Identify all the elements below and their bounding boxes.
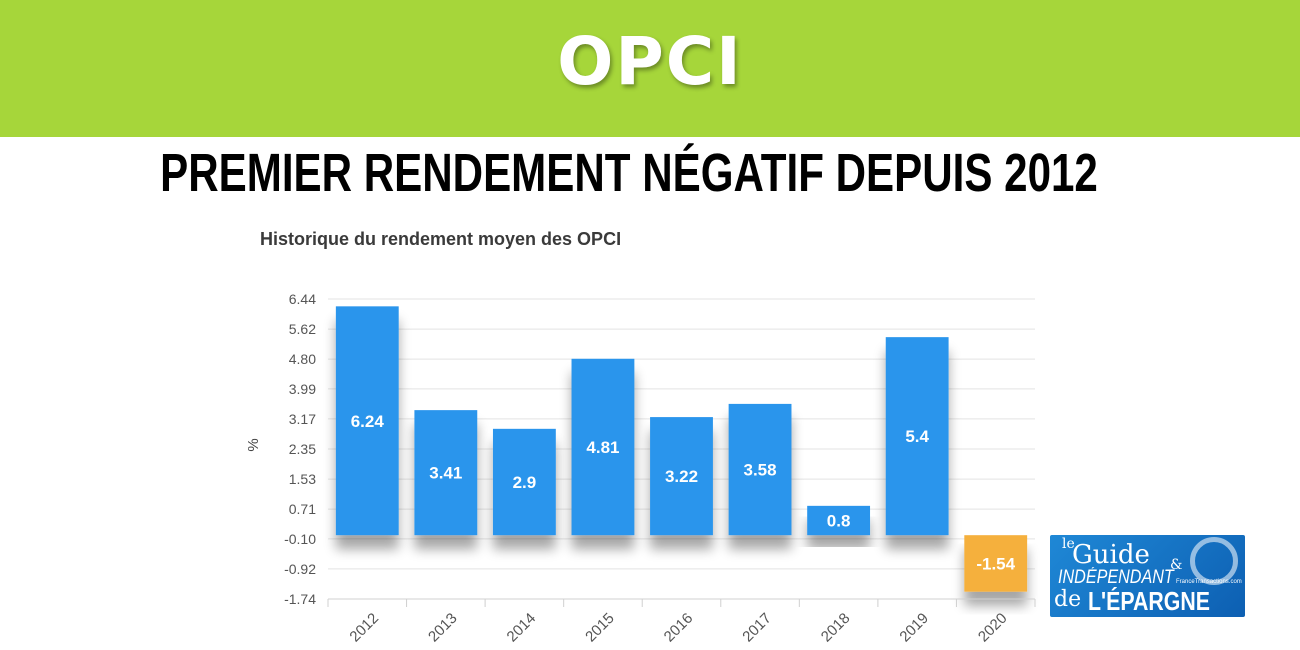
y-tick-label: 3.17 [289, 411, 316, 427]
x-tick-label-2016: 2016 [661, 610, 697, 646]
chart-title: Historique du rendement moyen des OPCI [260, 229, 621, 249]
y-tick-label: -0.10 [284, 531, 316, 547]
y-axis-label: % [245, 438, 262, 451]
x-tick-label-2015: 2015 [582, 610, 618, 646]
bar-2018 [807, 505, 871, 536]
y-tick-label: 0.71 [289, 501, 316, 517]
bar-2012 [335, 306, 399, 536]
x-tick-label-2019: 2019 [896, 610, 932, 646]
logo-text-de: de [1054, 587, 1082, 612]
logo-text-site: FranceTransactions.com [1176, 579, 1242, 585]
data-label-2016: 3.22 [665, 467, 698, 486]
bar-2016 [650, 417, 713, 536]
x-tick-label-2020: 2020 [975, 610, 1011, 646]
logo-ring-icon [1190, 537, 1238, 585]
data-label-2012: 6.24 [351, 412, 385, 431]
y-tick-label: 6.44 [289, 291, 316, 307]
bars [335, 306, 1028, 592]
data-label-2018: 0.8 [827, 512, 851, 531]
bar-2015 [571, 358, 635, 536]
x-tick-label-2018: 2018 [818, 610, 854, 646]
bar-2020 [964, 535, 1028, 592]
logo-text-guide: Guide [1072, 540, 1150, 570]
data-label-2014: 2.9 [513, 473, 537, 492]
x-tick-label-2014: 2014 [504, 610, 540, 646]
logo-text-amp: & [1170, 557, 1183, 573]
logo-text-le: le [1062, 536, 1075, 552]
y-tick-label: 2.35 [289, 441, 316, 457]
x-tick-label-2013: 2013 [425, 610, 461, 646]
y-tick-label: 1.53 [289, 471, 316, 487]
y-tick-label: 4.80 [289, 351, 316, 367]
y-tick-label: 3.99 [289, 381, 316, 397]
data-label-2017: 3.58 [744, 461, 777, 480]
y-tick-label: -0.92 [284, 561, 316, 577]
data-label-2015: 4.81 [586, 438, 619, 457]
data-label-2019: 5.4 [905, 427, 929, 446]
banner-title: OPCI [557, 23, 743, 100]
header-banner: OPCI [0, 0, 1300, 137]
y-tick-labels: 6.44 5.62 4.80 3.99 3.17 2.35 1.53 0.71 -0.10 -0.… [284, 291, 316, 607]
bar-2014 [492, 428, 556, 536]
logo-text-independant: INDÉPENDANT [1058, 567, 1174, 588]
logo-text-epargne: L'ÉPARGNE [1088, 586, 1210, 616]
headline: PREMIER RENDEMENT NÉGATIF DEPUIS 2012 [160, 143, 1098, 203]
y-tick-label: 5.62 [289, 321, 316, 337]
bar-2017 [728, 403, 792, 536]
y-tick-label: -1.74 [284, 591, 316, 607]
guide-epargne-logo: le Guide & INDÉPENDANT FranceTransaction… [1050, 535, 1245, 617]
data-labels: 6.24 3.41 2.9 4.81 3.22 3.58 0.8 5.4 -1.54 [351, 412, 1016, 574]
x-tick-label-2012: 2012 [346, 610, 382, 646]
bar-2013 [414, 410, 478, 536]
data-label-2013: 3.41 [429, 464, 462, 483]
bar-2019 [885, 337, 949, 536]
data-label-2020: -1.54 [976, 554, 1015, 573]
x-tick-labels: 2012 2013 2014 2015 2016 2017 2018 2019 2020 [327, 598, 1036, 646]
x-tick-label-2017: 2017 [739, 610, 775, 646]
